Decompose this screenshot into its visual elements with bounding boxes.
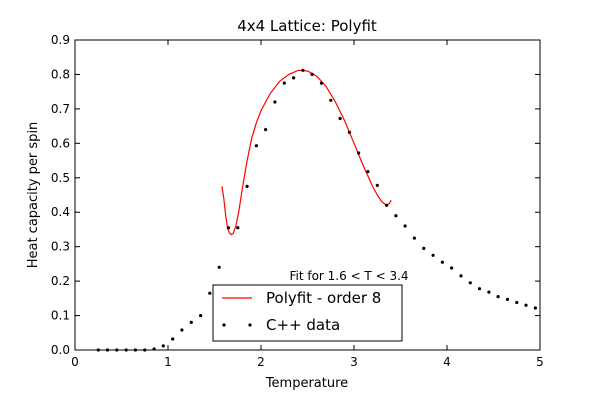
data-point bbox=[385, 203, 389, 207]
data-point bbox=[226, 226, 230, 230]
data-point bbox=[180, 328, 184, 332]
data-point bbox=[310, 72, 314, 76]
y-tick-label: 0.7 bbox=[51, 102, 70, 116]
data-point bbox=[347, 130, 351, 134]
legend-box bbox=[212, 284, 403, 342]
y-tick-label: 0.5 bbox=[51, 171, 70, 185]
data-point bbox=[431, 253, 435, 257]
legend-label-data: C++ data bbox=[266, 316, 340, 334]
y-axis-label: Heat capacity per spin bbox=[26, 122, 41, 269]
data-point bbox=[496, 295, 500, 299]
data-point bbox=[161, 344, 165, 348]
data-point bbox=[329, 98, 333, 102]
data-point bbox=[171, 337, 175, 341]
data-point bbox=[515, 300, 519, 305]
data-point bbox=[533, 306, 538, 310]
data-point bbox=[338, 116, 342, 121]
y-tick-label: 0.2 bbox=[51, 274, 70, 288]
data-point bbox=[245, 184, 249, 188]
data-point bbox=[403, 224, 407, 228]
data-point bbox=[524, 303, 528, 307]
data-point bbox=[208, 291, 212, 295]
legend-swatch-data-dot bbox=[248, 323, 252, 327]
x-tick-label: 4 bbox=[443, 355, 451, 369]
y-tick-label: 0.4 bbox=[51, 205, 70, 219]
data-point bbox=[264, 128, 268, 132]
series-line-polyfit bbox=[221, 69, 392, 236]
data-point bbox=[366, 170, 370, 174]
y-tick-label: 0.6 bbox=[51, 136, 70, 150]
data-point bbox=[282, 81, 286, 85]
chart-title: 4x4 Lattice: Polyfit bbox=[237, 17, 377, 35]
legend-label-fit: Polyfit - order 8 bbox=[266, 289, 381, 307]
data-point bbox=[301, 68, 305, 72]
data-point bbox=[394, 214, 398, 218]
data-point bbox=[236, 226, 240, 230]
plot-frame bbox=[74, 39, 541, 351]
legend-swatch-data-dot bbox=[222, 323, 226, 327]
data-point bbox=[422, 246, 426, 250]
y-tick-label: 0.9 bbox=[51, 33, 70, 47]
data-point bbox=[292, 76, 296, 80]
x-tick-label: 1 bbox=[164, 355, 172, 369]
x-axis-label: Temperature bbox=[265, 376, 348, 391]
data-point bbox=[375, 183, 379, 187]
data-point bbox=[199, 314, 203, 318]
data-point bbox=[319, 81, 324, 85]
x-tick-label: 2 bbox=[257, 355, 265, 369]
data-point bbox=[440, 260, 444, 264]
y-tick-label: 0.3 bbox=[51, 240, 70, 254]
fit-range-annotation: Fit for 1.6 < T < 3.4 bbox=[289, 269, 408, 283]
data-point bbox=[477, 287, 482, 291]
data-point bbox=[217, 265, 221, 269]
data-point bbox=[254, 144, 258, 148]
data-point bbox=[412, 236, 416, 240]
y-tick-label: 0.8 bbox=[51, 67, 70, 81]
axis-ticks: 0 1 2 3 4 5 0.0 0.1 0.2 0.3 0.4 0.5 0.6 0.7 0.8 0.9 bbox=[51, 33, 544, 369]
legend: Polyfit - order 8 C++ data bbox=[212, 284, 403, 342]
x-tick-label: 5 bbox=[536, 355, 544, 369]
data-point bbox=[487, 290, 491, 294]
data-point bbox=[273, 100, 277, 104]
data-point bbox=[468, 281, 472, 285]
x-tick-label: 3 bbox=[350, 355, 358, 369]
y-tick-label: 0.0 bbox=[51, 343, 70, 357]
y-tick-label: 0.1 bbox=[51, 309, 70, 323]
data-point bbox=[505, 297, 510, 301]
data-point bbox=[459, 274, 463, 278]
x-tick-label: 0 bbox=[71, 355, 79, 369]
data-point bbox=[189, 320, 193, 324]
data-point bbox=[450, 266, 454, 270]
data-point bbox=[357, 151, 361, 155]
